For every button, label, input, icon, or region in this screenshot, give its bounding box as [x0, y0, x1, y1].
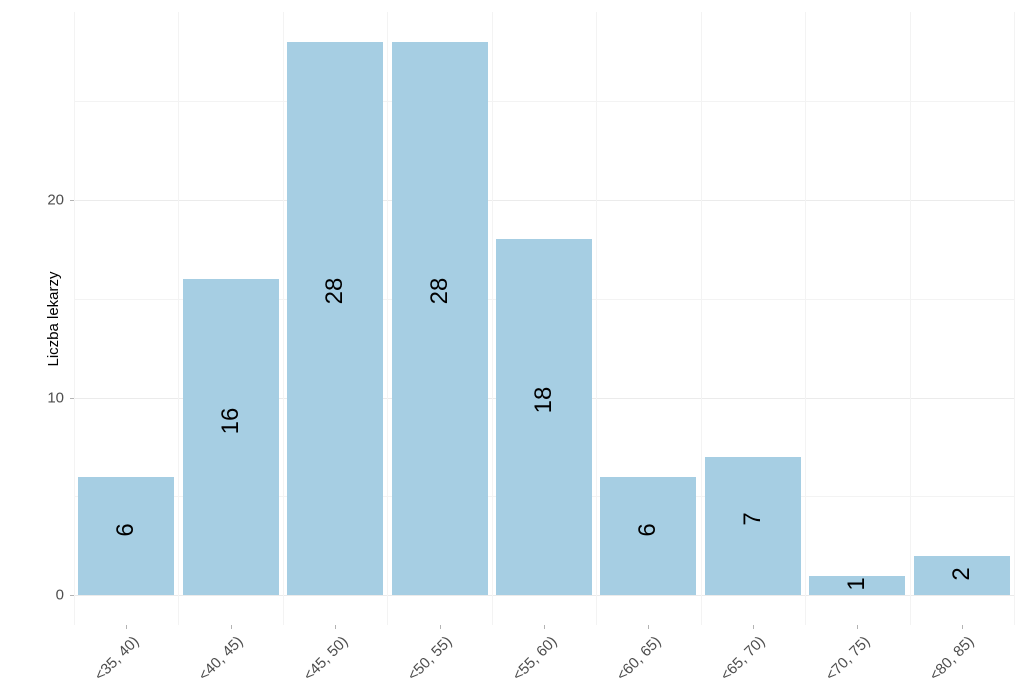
y-tick-label: 10 [24, 389, 64, 406]
x-tick-label: <65, 70) [718, 633, 769, 684]
y-tick-mark [70, 200, 74, 201]
x-tick-label: <55, 60) [509, 633, 560, 684]
y-tick-label: 20 [24, 191, 64, 208]
grid-line-h-minor [74, 101, 1014, 102]
y-tick-mark [70, 595, 74, 596]
bar [287, 42, 383, 596]
grid-line-v [1014, 12, 1015, 625]
x-tick-label: <70, 75) [822, 633, 873, 684]
x-tick-mark [753, 625, 754, 629]
x-tick-label: <50, 55) [404, 633, 455, 684]
bar-value-label: 6 [634, 523, 662, 536]
y-axis-label: Liczba lekarzy [45, 271, 62, 366]
grid-line-v [596, 12, 597, 625]
x-tick-mark [962, 625, 963, 629]
x-tick-label: <35, 40) [91, 633, 142, 684]
grid-line-v [805, 12, 806, 625]
grid-line-v [492, 12, 493, 625]
bar [705, 457, 801, 595]
bar [392, 42, 488, 596]
bar-value-label: 28 [321, 277, 349, 304]
x-tick-label: <60, 65) [613, 633, 664, 684]
grid-line-h [74, 595, 1014, 596]
x-tick-mark [231, 625, 232, 629]
x-tick-mark [126, 625, 127, 629]
grid-line-v [178, 12, 179, 625]
bar-value-label: 7 [739, 513, 767, 526]
x-tick-mark [335, 625, 336, 629]
grid-line-v [74, 12, 75, 625]
grid-line-v [910, 12, 911, 625]
grid-line-v [701, 12, 702, 625]
x-tick-mark [544, 625, 545, 629]
bar-value-label: 2 [948, 567, 976, 580]
x-tick-label: <80, 85) [927, 633, 978, 684]
x-tick-mark [648, 625, 649, 629]
bar [496, 239, 592, 595]
grid-line-v [283, 12, 284, 625]
grid-line-v [387, 12, 388, 625]
x-tick-mark [857, 625, 858, 629]
bar [183, 279, 279, 595]
x-tick-label: <45, 50) [300, 633, 351, 684]
bar-value-label: 18 [530, 386, 558, 413]
bar-value-label: 28 [426, 277, 454, 304]
y-tick-label: 0 [24, 587, 64, 604]
x-tick-mark [440, 625, 441, 629]
histogram-chart: Liczba lekarzy 6 16 28 28 18 6 7 1 2 0 10 20 <35, 4… [0, 0, 1024, 697]
x-tick-label: <40, 45) [195, 633, 246, 684]
bar-value-label: 1 [843, 578, 871, 591]
y-tick-mark [70, 398, 74, 399]
plot-area: 6 16 28 28 18 6 7 1 2 [74, 12, 1014, 625]
grid-line-h [74, 200, 1014, 201]
bar-value-label: 6 [112, 523, 140, 536]
bar-value-label: 16 [217, 408, 245, 435]
